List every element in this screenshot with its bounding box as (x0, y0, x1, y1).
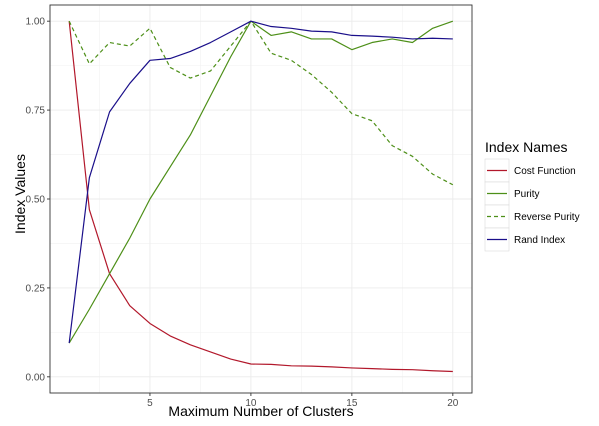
legend-title: Index Names (485, 139, 567, 155)
legend: Index Names Cost Function Purity Reverse P… (484, 139, 580, 252)
legend-label-rand-index: Rand Index (514, 235, 565, 246)
y-tick-label: 0.00 (26, 372, 46, 383)
x-tick-label: 10 (245, 398, 257, 409)
x-axis: 5 10 15 20 (147, 393, 459, 409)
series-line-rand-index (68, 20, 453, 344)
y-axis: 0.00 0.25 0.50 0.75 1.00 (26, 17, 50, 383)
x-tick-label: 15 (346, 398, 358, 409)
series-line-cost-function (68, 21, 453, 373)
series-line-purity (68, 20, 454, 344)
y-tick-label: 0.50 (26, 195, 46, 206)
legend-label-reverse-purity: Reverse Purity (514, 212, 580, 223)
gridlines (50, 5, 472, 393)
y-tick-label: 0.25 (26, 283, 46, 294)
x-tick-label: 20 (447, 398, 459, 409)
series-line-reverse-purity (68, 20, 454, 186)
x-tick-label: 5 (147, 398, 153, 409)
legend-label-purity: Purity (514, 189, 540, 200)
y-axis-title: Index Values (12, 154, 28, 234)
y-tick-label: 1.00 (26, 17, 46, 28)
x-axis-title: Maximum Number of Clusters (168, 403, 353, 419)
series-layer (68, 20, 454, 373)
legend-label-cost-function: Cost Function (514, 166, 576, 177)
y-tick-label: 0.75 (26, 106, 46, 117)
